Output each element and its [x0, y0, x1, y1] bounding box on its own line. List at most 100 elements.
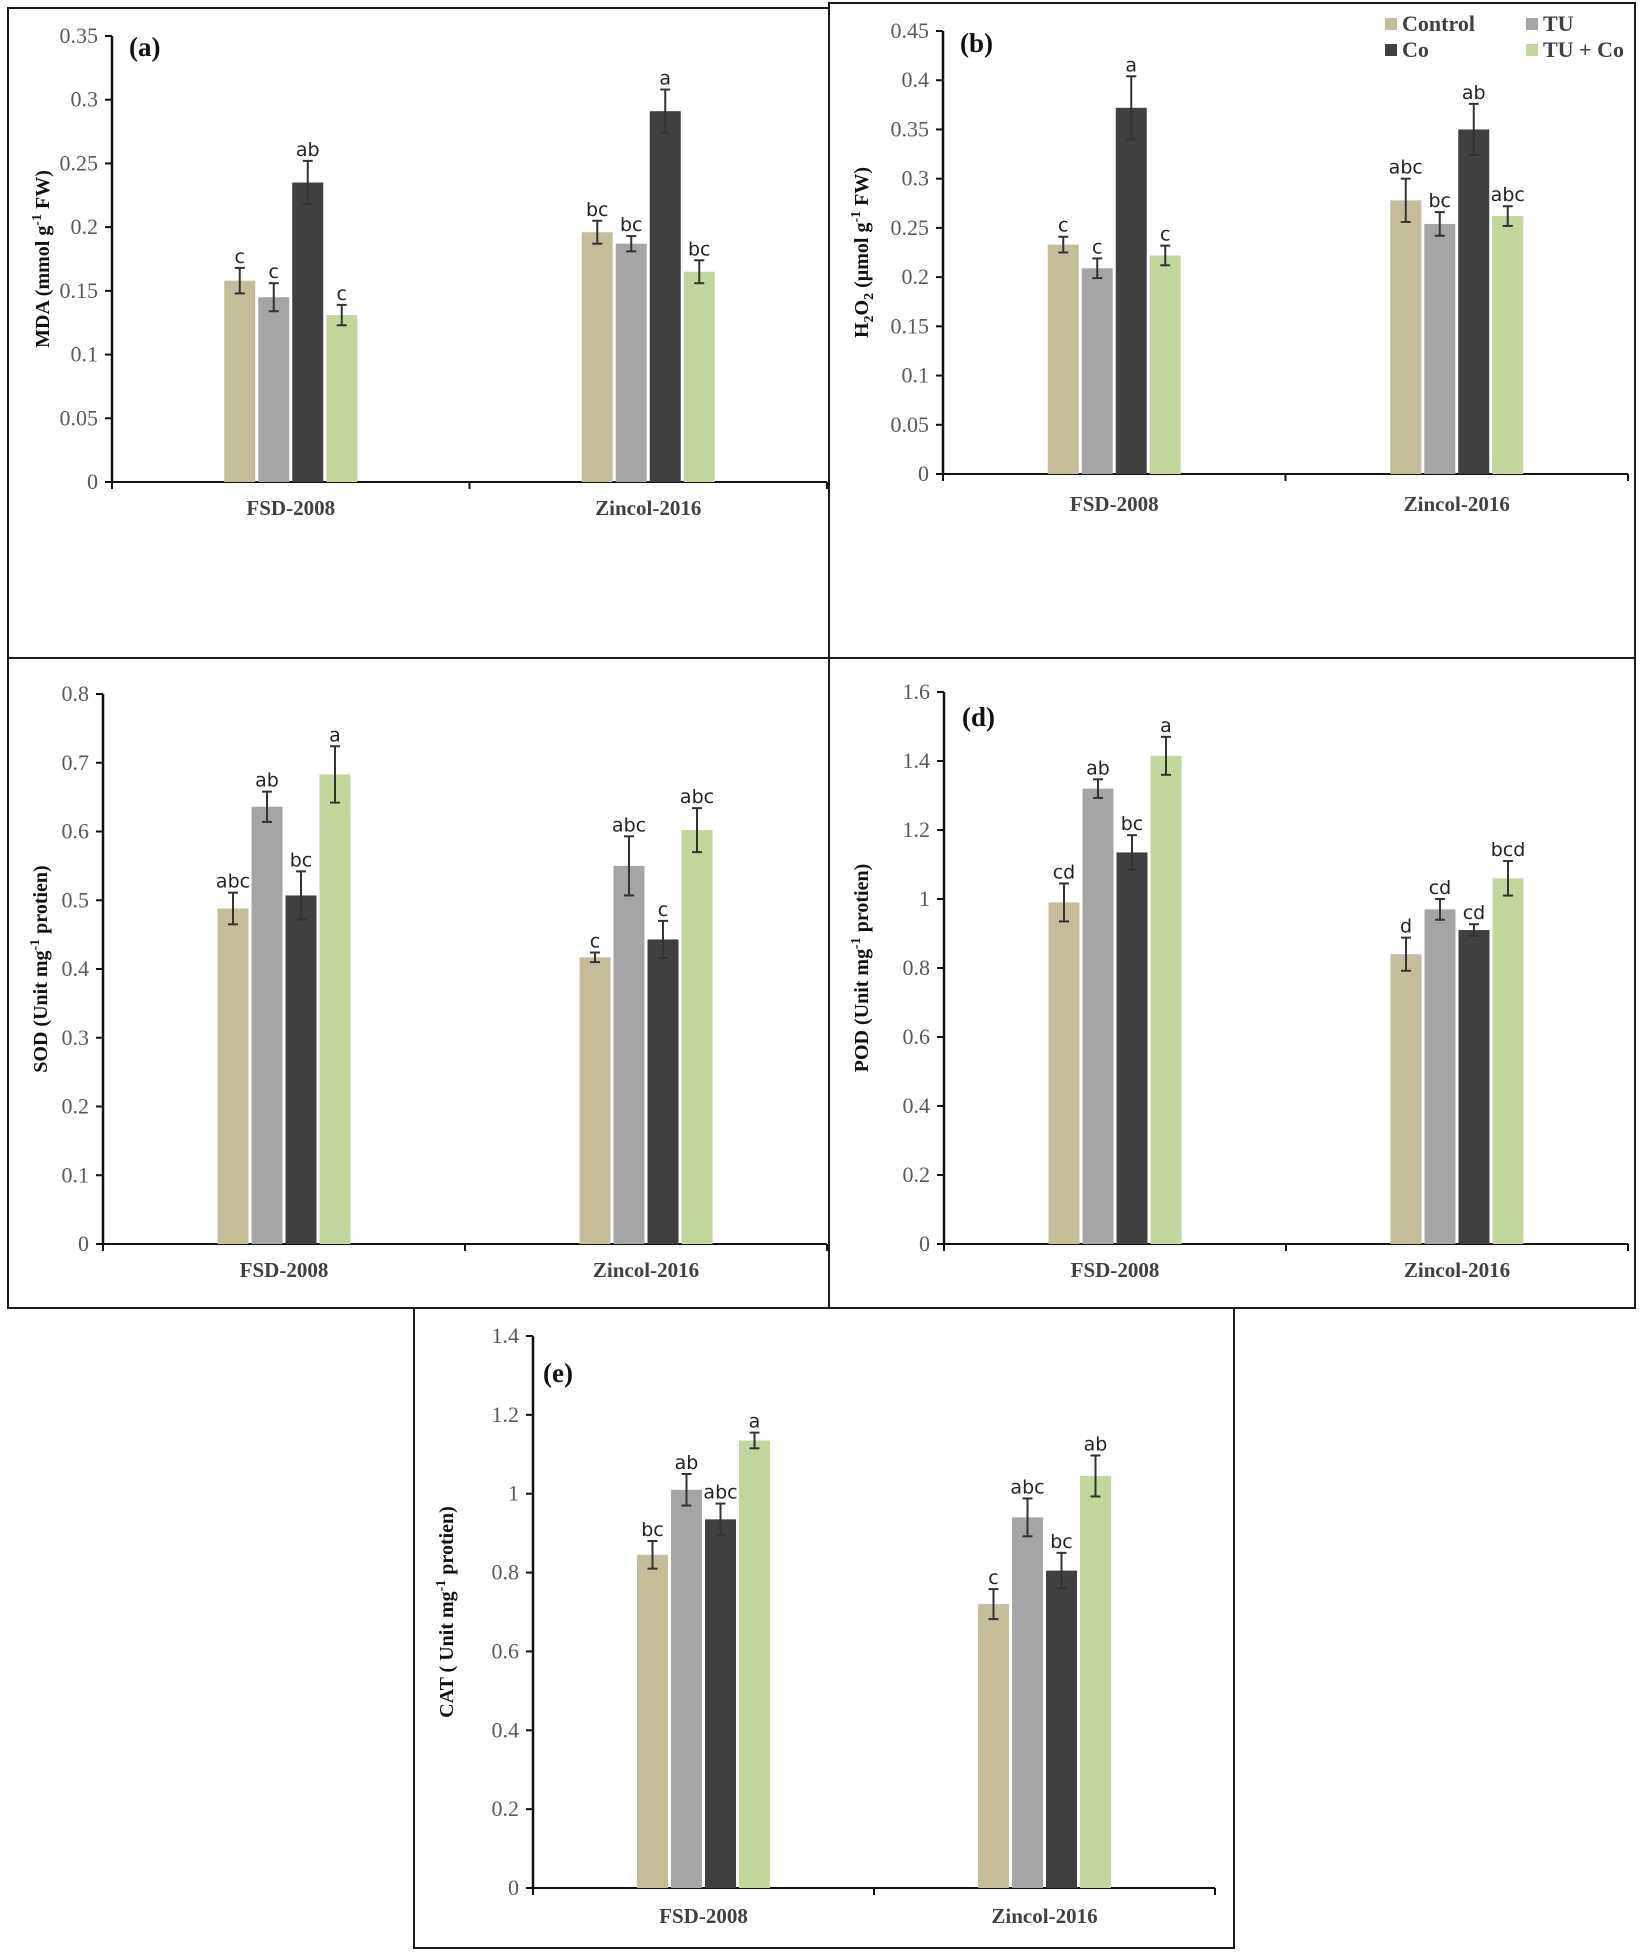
y-tick-label: 0.5 [62, 887, 90, 912]
y-tick-label: 0.1 [62, 1162, 90, 1187]
bar-tu [613, 865, 645, 1244]
bar-control [581, 232, 613, 482]
y-tick-label: 0.6 [62, 819, 90, 844]
significance-letter: a [1160, 715, 1172, 737]
y-tick-label: 0 [87, 469, 98, 494]
y-tick-label: 0.4 [903, 1093, 931, 1118]
y-tick-label: 0.8 [903, 955, 931, 980]
significance-letter: c [1092, 236, 1102, 258]
bar-control [579, 957, 611, 1244]
legend-swatch-tu [1526, 18, 1538, 30]
bar-tu-co [1149, 255, 1181, 474]
bar-co [1116, 852, 1148, 1244]
legend-label: TU [1543, 11, 1574, 36]
significance-letter: abc [680, 786, 714, 808]
y-tick-label: 1.2 [903, 817, 931, 842]
bar-control [1390, 200, 1422, 474]
significance-letter: abc [1491, 184, 1525, 206]
bar-tu [258, 297, 290, 482]
cat-chart-svg: 00.20.40.60.811.21.4FSD-2008bcababcaZinc… [434, 1323, 1216, 1928]
bar-tu-co [1150, 755, 1182, 1244]
y-tick-label: 0.7 [62, 750, 90, 775]
y-tick-label: 0.1 [902, 363, 930, 388]
y-axis-title: POD (Unit mg-1 protien) [849, 864, 873, 1073]
panel-a-mda-chart: 0 0.05 0.1 0.15 0.2 0.25 0.3 0.35 FSD-2008 c c ab c Z… [7, 7, 830, 659]
bar-co [705, 1519, 736, 1888]
legend-label: TU + Co [1543, 37, 1624, 62]
y-tick-label: 1 [508, 1481, 519, 1506]
bar-co [285, 895, 317, 1244]
y-tick-label: 0 [919, 1231, 930, 1256]
bar-tu-co [1080, 1475, 1111, 1888]
bar-tu-co [681, 830, 713, 1244]
sod-chart-svg: 0 0.1 0.2 0.3 0.4 0.5 0.6 0.7 0.8 FSD-2008 abc ab bc… [28, 681, 828, 1282]
significance-letter: abc [612, 814, 646, 836]
panel-d-pod-chart: 0 0.2 0.4 0.6 0.8 1 1.2 1.4 1.6 FSD-2008 cd ab bc a Zi… [828, 657, 1636, 1309]
y-tick-label: 0.35 [891, 116, 930, 141]
legend-label: Co [1402, 37, 1429, 62]
legend-swatch-co [1385, 44, 1397, 56]
x-category-label: FSD-2008 [1071, 1258, 1160, 1282]
y-tick-label: 0.15 [891, 313, 930, 338]
bar-control [1047, 244, 1079, 474]
panel-tag: (a) [129, 32, 160, 62]
panel-b-h2o2-chart: 0 0.05 0.1 0.15 0.2 0.25 0.3 0.35 0.4 0.45 FSD-200… [828, 2, 1636, 659]
y-tick-label: 0.45 [891, 18, 930, 43]
significance-letter: cd [1429, 877, 1452, 899]
y-tick-label: 0.3 [902, 166, 930, 191]
y-tick-label: 1.6 [903, 679, 931, 704]
y-tick-label: 0.3 [71, 87, 99, 112]
pod-chart-svg: 0 0.2 0.4 0.6 0.8 1 1.2 1.4 1.6 FSD-2008 cd ab bc a Zi… [849, 679, 1629, 1282]
bar-tu [1424, 909, 1456, 1244]
y-axis-title: MDA (mmol g-1 FW) [30, 170, 54, 348]
legend-label: Control [1402, 11, 1475, 36]
significance-letter: a [329, 724, 341, 746]
significance-letter: bc [688, 238, 711, 260]
x-category-label: Zincol-2016 [1404, 1258, 1510, 1282]
y-tick-label: 0.2 [492, 1796, 520, 1821]
bar-co [1046, 1570, 1077, 1888]
legend: Control TU Co TU + Co [1385, 11, 1624, 62]
bar-co [647, 939, 679, 1244]
panel-tag: (d) [962, 702, 995, 732]
significance-letter: cd [1053, 861, 1076, 883]
significance-letter: c [658, 899, 668, 921]
panel-tag: (b) [960, 28, 993, 58]
legend-swatch-control [1385, 18, 1397, 30]
bar-tu [671, 1489, 702, 1888]
bar-tu-co [1492, 216, 1524, 474]
bar-tu-co [319, 774, 351, 1244]
significance-letter: c [269, 261, 279, 283]
significance-letter: ab [1086, 757, 1110, 779]
y-tick-label: 0.4 [492, 1717, 520, 1742]
y-tick-label: 0.1 [71, 342, 99, 367]
y-axis-title: SOD (Unit mg-1 protien) [28, 865, 52, 1072]
x-category-label: Zincol-2016 [593, 1258, 699, 1282]
bar-control [637, 1554, 668, 1888]
bar-tu [1081, 268, 1113, 474]
significance-letter: bc [1428, 190, 1451, 212]
significance-letter: c [337, 283, 347, 305]
bar-tu-co [739, 1440, 770, 1888]
y-tick-label: 1 [919, 886, 930, 911]
significance-letter: a [1125, 54, 1137, 76]
bar-co [649, 111, 681, 482]
y-tick-label: 0.2 [62, 1094, 90, 1119]
x-category-label: Zincol-2016 [991, 1904, 1097, 1928]
y-tick-label: 0.2 [903, 1162, 931, 1187]
bar-tu-co [1492, 878, 1524, 1244]
panel-e-cat-chart: 0 0.2 0.4 0.6 0.8 1 1.2 1.4 FSD-2008 bc ab abc a Zinc… [413, 1307, 1235, 1949]
y-tick-label: 1.4 [903, 748, 931, 773]
y-axis-title: CAT ( Unit mg-1 protien) [434, 1506, 458, 1718]
bar-co [292, 182, 324, 483]
significance-letter: c [1160, 224, 1170, 246]
y-tick-label: 0.2 [71, 214, 99, 239]
y-tick-label: 0.25 [891, 215, 930, 240]
significance-letter: ab [1084, 1433, 1108, 1455]
legend-swatch-tu-co [1526, 44, 1538, 56]
bar-tu-co [683, 271, 715, 482]
bar-tu [1424, 223, 1456, 474]
y-axis-title: H2O2 (µmol g-1 FW) [849, 167, 877, 338]
x-category-label: Zincol-2016 [595, 496, 701, 520]
y-tick-label: 0.8 [62, 681, 90, 706]
